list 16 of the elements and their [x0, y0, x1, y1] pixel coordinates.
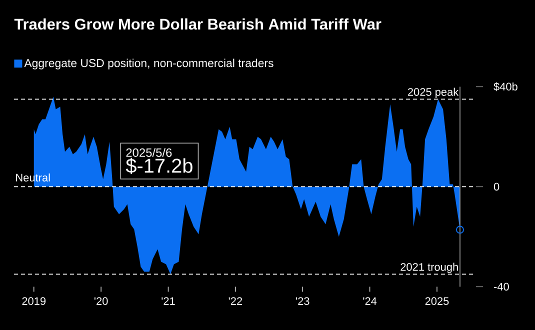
x-tick-label: '24	[363, 297, 377, 305]
y-tick-label: $40b	[494, 82, 518, 92]
x-tick-label: '20	[94, 297, 108, 305]
annotation: 2025/5/6	[126, 148, 172, 157]
ref-line-label: 2021 trough	[400, 262, 458, 273]
x-tick-label: '23	[296, 297, 310, 305]
y-tick-label: 0	[494, 182, 500, 191]
annotation: $-17.2b	[126, 158, 192, 174]
chart-title: Traders Grow More Dollar Bearish Amid Tariff War	[14, 18, 382, 30]
legend-label: Aggregate USD position, non-commercial traders	[24, 58, 274, 70]
x-tick-label: '21	[162, 297, 175, 305]
ref-line-label: 2025 peak	[408, 88, 459, 98]
x-tick-label: 2019	[22, 297, 46, 305]
y-tick-label: -40	[494, 282, 509, 291]
x-tick-label: '22	[228, 297, 242, 305]
x-tick-label: 2025	[425, 297, 449, 305]
